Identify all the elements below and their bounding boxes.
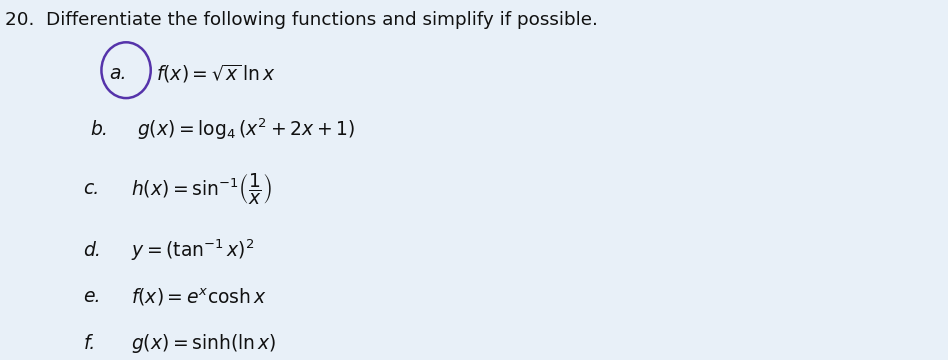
Text: $f(x) = e^x \cosh x$: $f(x) = e^x \cosh x$ (131, 286, 266, 308)
Text: f.: f. (83, 334, 96, 353)
Text: $f(x) = \sqrt{x}\,\ln x$: $f(x) = \sqrt{x}\,\ln x$ (156, 63, 276, 85)
Text: $g(x) = \log_4(x^2 + 2x + 1)$: $g(x) = \log_4(x^2 + 2x + 1)$ (137, 117, 356, 142)
Text: e.: e. (83, 288, 100, 306)
Text: $y = (\tan^{-1}x)^2$: $y = (\tan^{-1}x)^2$ (131, 238, 254, 263)
Text: 20.  Differentiate the following functions and simplify if possible.: 20. Differentiate the following function… (5, 11, 597, 29)
Text: d.: d. (83, 241, 101, 260)
Text: a.: a. (109, 64, 126, 83)
Text: c.: c. (83, 180, 100, 198)
Text: $h(x) = \sin^{-1}\!\left(\dfrac{1}{x}\right)$: $h(x) = \sin^{-1}\!\left(\dfrac{1}{x}\ri… (131, 171, 272, 207)
Text: b.: b. (90, 120, 108, 139)
Text: $g(x) = \sinh(\ln x)$: $g(x) = \sinh(\ln x)$ (131, 332, 277, 355)
